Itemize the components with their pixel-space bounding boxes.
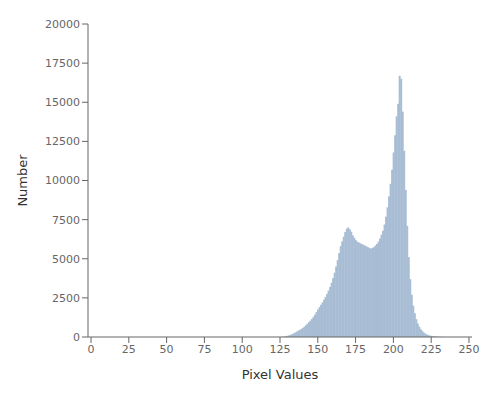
svg-text:150: 150 — [307, 343, 328, 356]
svg-text:Number: Number — [15, 154, 30, 207]
svg-text:25: 25 — [122, 343, 136, 356]
svg-text:2500: 2500 — [52, 292, 80, 305]
svg-text:0: 0 — [88, 343, 95, 356]
svg-text:7500: 7500 — [52, 214, 80, 227]
svg-text:250: 250 — [458, 343, 479, 356]
svg-text:17500: 17500 — [45, 57, 80, 70]
svg-text:12500: 12500 — [45, 135, 80, 148]
svg-text:0: 0 — [73, 331, 80, 344]
svg-text:200: 200 — [383, 343, 404, 356]
svg-text:225: 225 — [421, 343, 442, 356]
svg-text:10000: 10000 — [45, 174, 80, 187]
svg-text:50: 50 — [160, 343, 174, 356]
svg-text:20000: 20000 — [45, 18, 80, 31]
svg-text:5000: 5000 — [52, 253, 80, 266]
svg-text:75: 75 — [197, 343, 211, 356]
svg-text:175: 175 — [345, 343, 366, 356]
svg-text:125: 125 — [270, 343, 291, 356]
svg-text:Pixel Values: Pixel Values — [242, 367, 319, 382]
svg-text:15000: 15000 — [45, 96, 80, 109]
svg-text:100: 100 — [232, 343, 253, 356]
